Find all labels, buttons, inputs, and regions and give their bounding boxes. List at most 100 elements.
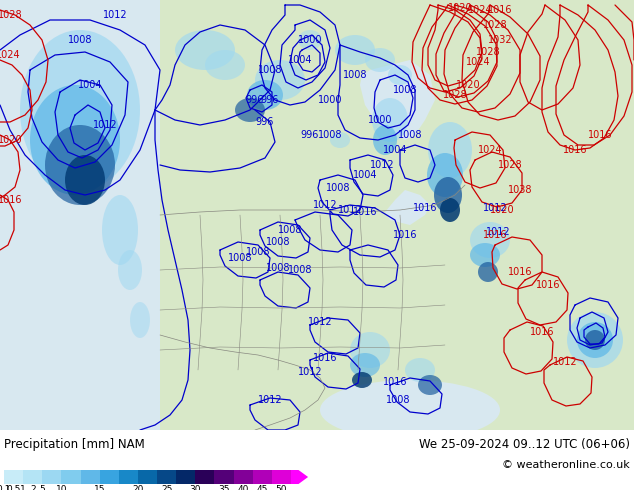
Text: 1008: 1008 — [318, 130, 342, 140]
Text: 1016: 1016 — [313, 353, 337, 363]
Text: 996: 996 — [261, 95, 279, 105]
Bar — [100, 470, 119, 484]
Text: 2: 2 — [30, 485, 36, 490]
Text: 1020: 1020 — [448, 3, 472, 13]
Text: 1016: 1016 — [353, 207, 377, 217]
Ellipse shape — [388, 65, 412, 85]
Text: 1016: 1016 — [563, 145, 587, 155]
Text: 1012: 1012 — [257, 395, 282, 405]
Text: 1004: 1004 — [353, 170, 377, 180]
Text: 996: 996 — [301, 130, 319, 140]
Text: 50: 50 — [276, 485, 287, 490]
Text: 1028: 1028 — [476, 47, 500, 57]
Text: 1008: 1008 — [246, 247, 270, 257]
Text: 996: 996 — [256, 117, 274, 127]
Bar — [195, 470, 214, 484]
Text: 1012: 1012 — [103, 10, 127, 20]
Text: 1016: 1016 — [413, 203, 437, 213]
Ellipse shape — [102, 195, 138, 265]
Text: 1038: 1038 — [508, 185, 533, 195]
Text: 1008: 1008 — [278, 225, 302, 235]
Bar — [160, 0, 634, 430]
Text: 1008: 1008 — [392, 85, 417, 95]
Ellipse shape — [175, 30, 235, 70]
Ellipse shape — [405, 358, 435, 382]
Bar — [157, 470, 176, 484]
Text: 1004: 1004 — [78, 80, 102, 90]
Text: 1004: 1004 — [288, 55, 313, 65]
Ellipse shape — [205, 50, 245, 80]
Ellipse shape — [470, 243, 500, 267]
Text: © weatheronline.co.uk: © weatheronline.co.uk — [502, 460, 630, 470]
Text: 0.5: 0.5 — [6, 485, 21, 490]
Text: 1012: 1012 — [482, 203, 507, 213]
Bar — [252, 470, 272, 484]
Ellipse shape — [418, 375, 442, 395]
Text: 1024: 1024 — [466, 57, 490, 67]
Ellipse shape — [45, 125, 115, 205]
Text: 1028: 1028 — [443, 90, 467, 100]
Text: 1016: 1016 — [383, 377, 407, 387]
Text: 10: 10 — [56, 485, 67, 490]
Text: 1024: 1024 — [477, 145, 502, 155]
Text: 1008: 1008 — [343, 70, 367, 80]
Text: 1028: 1028 — [0, 10, 22, 20]
Ellipse shape — [298, 30, 322, 50]
Text: 1008: 1008 — [68, 35, 93, 45]
Text: 1016: 1016 — [0, 195, 22, 205]
Ellipse shape — [65, 155, 105, 205]
Text: 1016: 1016 — [588, 130, 612, 140]
Ellipse shape — [350, 353, 380, 377]
Bar — [214, 470, 233, 484]
Ellipse shape — [352, 372, 372, 388]
Text: 1000: 1000 — [298, 35, 322, 45]
Ellipse shape — [255, 60, 305, 100]
Ellipse shape — [427, 153, 463, 197]
Ellipse shape — [350, 332, 390, 368]
Text: 1004: 1004 — [383, 145, 407, 155]
Ellipse shape — [330, 132, 350, 148]
Text: 1020: 1020 — [0, 135, 22, 145]
Ellipse shape — [434, 177, 462, 213]
Text: 1016: 1016 — [536, 280, 560, 290]
Ellipse shape — [30, 85, 120, 195]
Bar — [0, 0, 165, 430]
Text: 30: 30 — [190, 485, 201, 490]
Text: 1020: 1020 — [489, 205, 514, 215]
Bar — [42, 470, 61, 484]
Bar — [4, 470, 23, 484]
Text: We 25-09-2024 09..12 UTC (06+06): We 25-09-2024 09..12 UTC (06+06) — [419, 438, 630, 451]
Ellipse shape — [428, 122, 472, 178]
Ellipse shape — [320, 380, 500, 440]
Text: 1012: 1012 — [486, 227, 510, 237]
Text: 1016: 1016 — [482, 230, 507, 240]
Bar — [81, 470, 100, 484]
Ellipse shape — [118, 250, 142, 290]
Text: 40: 40 — [237, 485, 249, 490]
Text: 25: 25 — [161, 485, 172, 490]
Text: 1008: 1008 — [258, 65, 282, 75]
Text: 1012: 1012 — [307, 317, 332, 327]
Text: 1008: 1008 — [266, 263, 290, 273]
Ellipse shape — [247, 80, 283, 110]
Text: 1028: 1028 — [482, 20, 507, 30]
Text: 1012: 1012 — [298, 367, 322, 377]
Ellipse shape — [577, 322, 613, 358]
Text: 15: 15 — [94, 485, 105, 490]
Polygon shape — [385, 190, 430, 225]
Text: 1032: 1032 — [488, 35, 512, 45]
Bar — [23, 470, 42, 484]
Text: 5: 5 — [39, 485, 45, 490]
Text: 1020: 1020 — [456, 80, 481, 90]
Text: 1008: 1008 — [266, 237, 290, 247]
Text: 1016: 1016 — [508, 267, 533, 277]
Text: 1012: 1012 — [313, 200, 337, 210]
Text: 1012: 1012 — [370, 160, 394, 170]
Ellipse shape — [440, 198, 460, 222]
Ellipse shape — [567, 312, 623, 368]
Bar — [138, 470, 157, 484]
FancyArrow shape — [291, 470, 308, 484]
Text: 1: 1 — [20, 485, 26, 490]
Text: 1008: 1008 — [385, 395, 410, 405]
Ellipse shape — [130, 302, 150, 338]
